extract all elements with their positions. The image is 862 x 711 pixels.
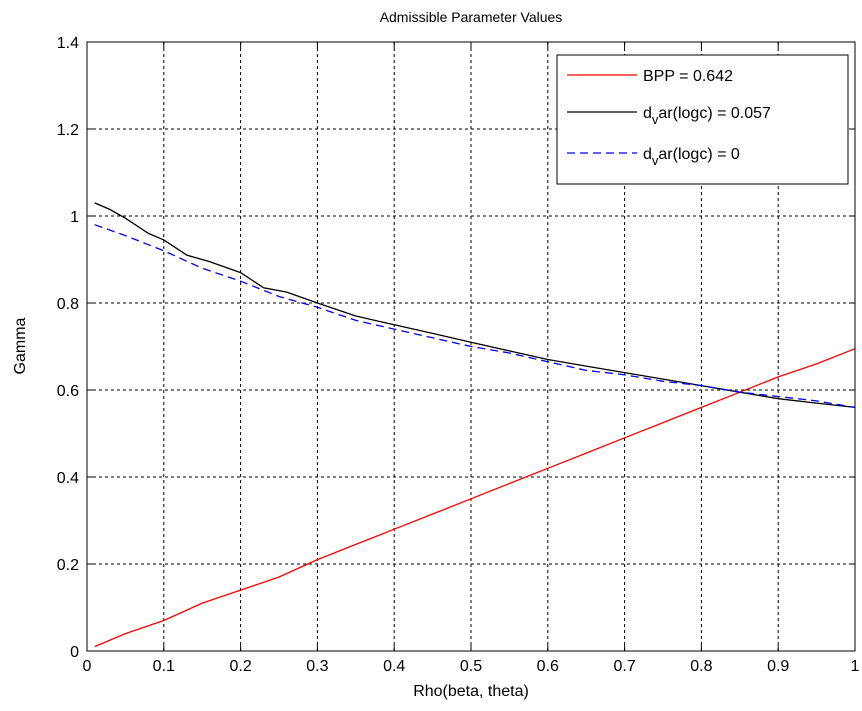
y-tick-label: 1.2 (57, 122, 79, 139)
x-tick-label: 1 (851, 658, 860, 675)
y-tick-label: 0 (70, 644, 79, 661)
y-tick-label: 0.4 (57, 470, 79, 487)
x-tick-label: 0.6 (537, 658, 559, 675)
x-tick-label: 0 (83, 658, 92, 675)
x-tick-label: 0.2 (229, 658, 251, 675)
x-tick-label: 0.4 (383, 658, 405, 675)
legend-label-1: BPP = 0.642 (643, 68, 733, 85)
y-tick-label: 0.6 (57, 383, 79, 400)
legend-label-3: dvar(logc) = 0 (643, 146, 740, 168)
x-tick-label: 0.3 (306, 658, 328, 675)
y-axis-label: Gamma (12, 317, 29, 374)
y-tick-label: 1 (70, 209, 79, 226)
y-tick-label: 0.2 (57, 557, 79, 574)
series-line-1 (94, 348, 856, 648)
series-line-3 (94, 224, 856, 409)
grid-lines (87, 42, 855, 651)
x-axis-label: Rho(beta, theta) (413, 683, 529, 700)
axis-ticks: 0 0.1 0.2 0.3 0.4 0.5 0.6 0.7 0.8 0.9 1 0 0.2 0.4 0.6 0… (57, 35, 860, 675)
x-tick-label: 0.9 (767, 658, 789, 675)
x-tick-label: 0.8 (690, 658, 712, 675)
x-tick-label: 0.7 (613, 658, 635, 675)
x-tick-label: 0.5 (460, 658, 482, 675)
legend-label-2: dvar(logc) = 0.057 (643, 105, 771, 127)
x-tick-label: 0.1 (153, 658, 175, 675)
y-tick-label: 0.8 (57, 296, 79, 313)
legend-box (556, 54, 849, 185)
legend: BPP = 0.642 dvar(logc) = 0.057 dvar(logc) … (556, 54, 849, 185)
chart-title: Admissible Parameter Values (380, 9, 563, 25)
y-tick-label: 1.4 (57, 35, 79, 52)
series-lines (94, 202, 856, 648)
